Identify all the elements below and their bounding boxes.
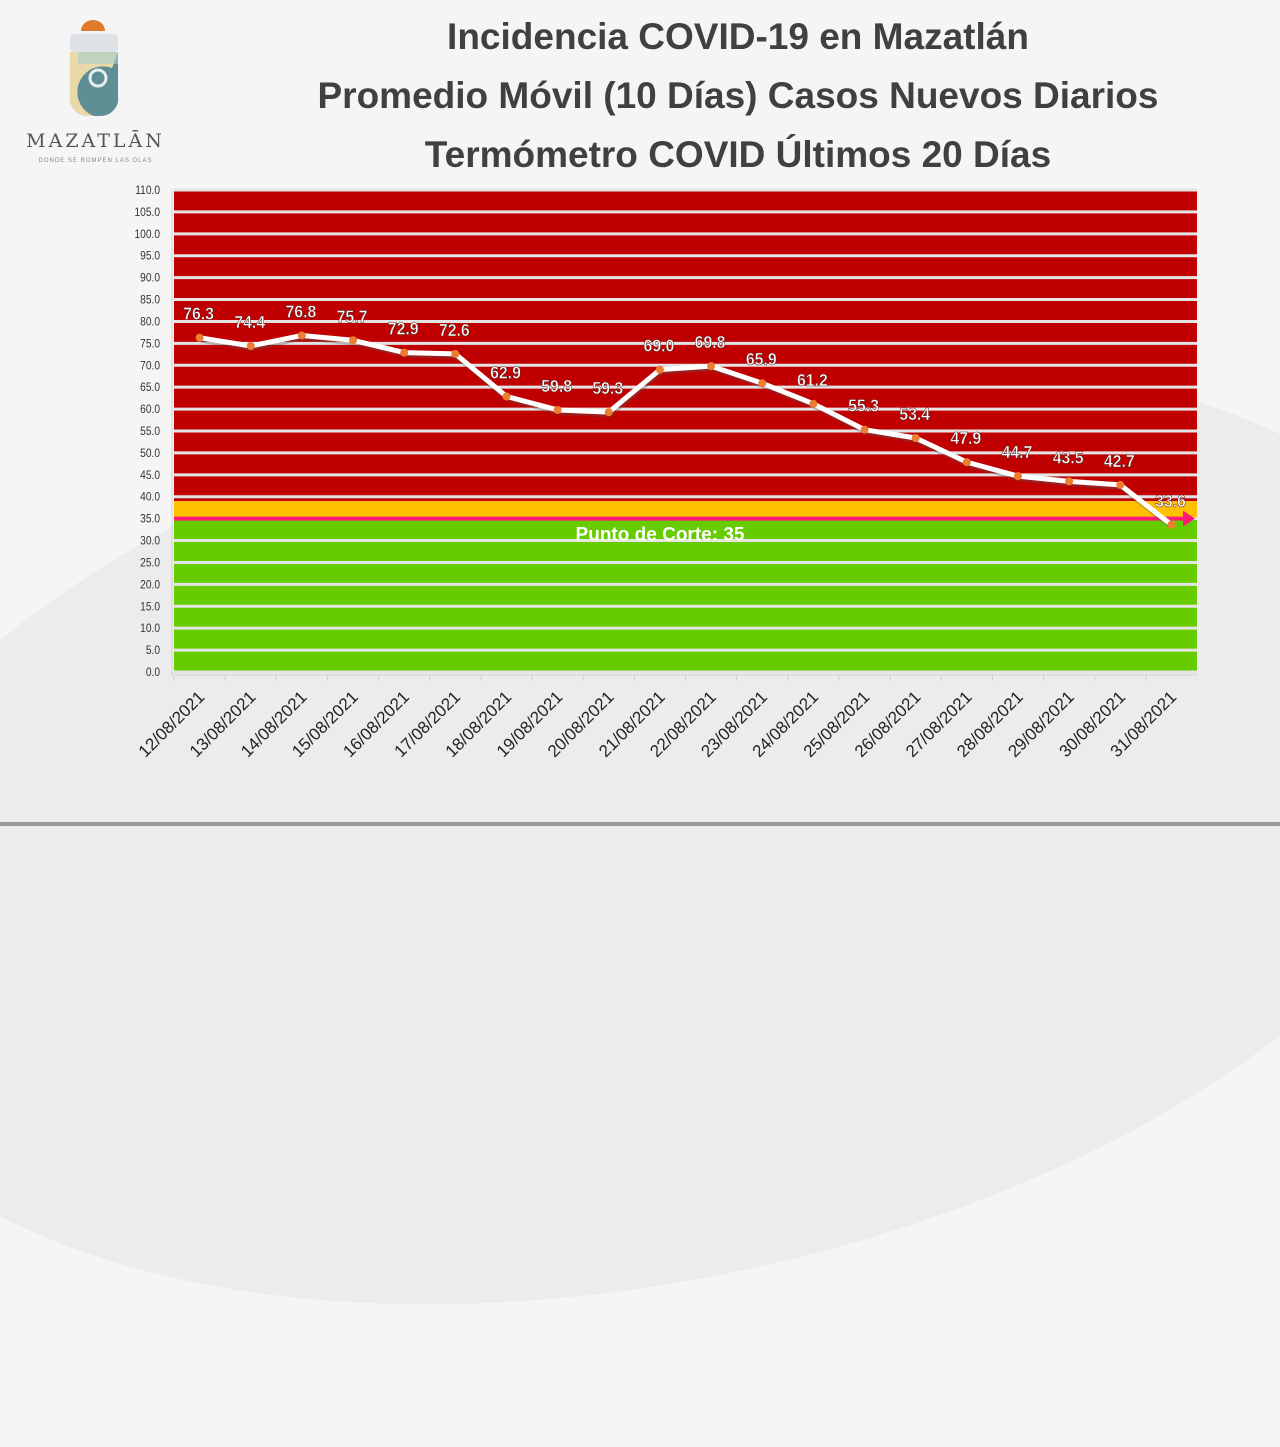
y-tick-label: 45.0	[140, 469, 160, 482]
series-line	[199, 332, 1173, 527]
data-label: 62.9	[490, 362, 521, 382]
data-point	[297, 331, 306, 340]
data-point	[604, 408, 613, 417]
y-tick-label: 5.0	[146, 644, 160, 657]
data-label: 65.9	[746, 349, 777, 369]
data-label: 33.6	[1155, 491, 1186, 511]
logo-name: MAZATLĀN	[26, 130, 165, 152]
y-tick-label: 75.0	[140, 338, 160, 351]
data-point	[246, 341, 255, 350]
data-point	[1116, 480, 1125, 489]
band-red	[174, 190, 1197, 502]
y-tick-label: 100.0	[135, 228, 161, 241]
data-point	[962, 458, 971, 467]
data-point	[758, 379, 767, 388]
data-label: 61.2	[797, 370, 828, 390]
y-tick-label: 110.0	[135, 184, 160, 197]
data-label: 55.3	[848, 396, 879, 416]
data-point	[553, 405, 562, 414]
title-line-3: Termómetro COVID Últimos 20 Días	[424, 134, 1052, 175]
y-tick-label: 20.0	[140, 579, 160, 592]
threshold-arrow-icon	[1183, 510, 1195, 527]
data-point	[349, 336, 358, 345]
data-point	[1167, 520, 1176, 529]
data-point	[655, 365, 664, 374]
y-tick-label: 50.0	[140, 447, 160, 460]
band-green	[174, 518, 1197, 672]
y-tick-label: 30.0	[140, 535, 160, 548]
data-label: 74.4	[234, 312, 265, 332]
data-label: 43.5	[1053, 447, 1084, 467]
logo-emblem-icon	[70, 20, 118, 137]
title-line-2: Promedio Móvil (10 Días) Casos Nuevos Di…	[317, 75, 1159, 116]
data-point	[911, 434, 920, 443]
data-label: 76.3	[183, 304, 214, 324]
y-tick-label: 10.0	[140, 622, 160, 635]
y-tick-label: 55.0	[140, 425, 160, 438]
data-point	[1013, 472, 1022, 481]
data-point	[195, 333, 204, 342]
y-tick-label: 15.0	[140, 601, 160, 614]
data-label: 59.8	[541, 376, 572, 396]
data-label: 75.7	[337, 306, 368, 326]
data-label: 72.6	[439, 320, 470, 340]
y-tick-label: 70.0	[140, 360, 160, 373]
y-tick-label: 25.0	[140, 557, 160, 570]
data-point	[707, 362, 716, 371]
threshold-label: Punto de Corte: 35	[576, 525, 745, 546]
data-label: 69.0	[644, 336, 675, 356]
y-tick-label: 35.0	[140, 513, 160, 526]
data-label: 59.3	[592, 378, 623, 398]
data-label: 69.8	[695, 332, 726, 352]
data-label: 47.9	[950, 428, 981, 448]
y-tick-label: 85.0	[140, 294, 160, 307]
y-tick-label: 90.0	[140, 272, 160, 285]
y-tick-label: 80.0	[140, 316, 160, 329]
data-point	[1065, 477, 1074, 486]
y-tick-label: 105.0	[135, 206, 161, 219]
data-point	[451, 349, 460, 358]
data-point	[809, 399, 818, 408]
y-tick-label: 40.0	[140, 491, 160, 504]
y-tick-label: 60.0	[140, 403, 160, 416]
bottom-border	[0, 822, 1280, 826]
logo-tagline: DONDE SE ROMPEN LAS OLAS	[38, 158, 153, 164]
line-chart: 0.0 5.0 10.0 15.0 20.0 25.0 30.0 35.0 40.0 45.0 50…	[135, 184, 1197, 761]
title-line-1: Incidencia COVID-19 en Mazatlán	[447, 16, 1029, 57]
y-tick-label: 65.0	[140, 381, 160, 394]
data-label: 76.8	[285, 302, 316, 322]
data-label: 44.7	[1002, 442, 1033, 462]
mazatlan-logo: MAZATLĀN DONDE SE ROMPEN LAS OLAS	[18, 14, 173, 174]
y-tick-label: 95.0	[140, 250, 160, 263]
data-point	[860, 425, 869, 434]
data-label: 72.9	[388, 319, 419, 339]
data-label: 53.4	[899, 404, 930, 424]
data-label: 42.7	[1104, 451, 1135, 471]
data-point	[400, 348, 409, 357]
data-point	[502, 392, 511, 401]
y-tick-label: 0.0	[146, 666, 160, 679]
band-yellow	[174, 501, 1197, 519]
